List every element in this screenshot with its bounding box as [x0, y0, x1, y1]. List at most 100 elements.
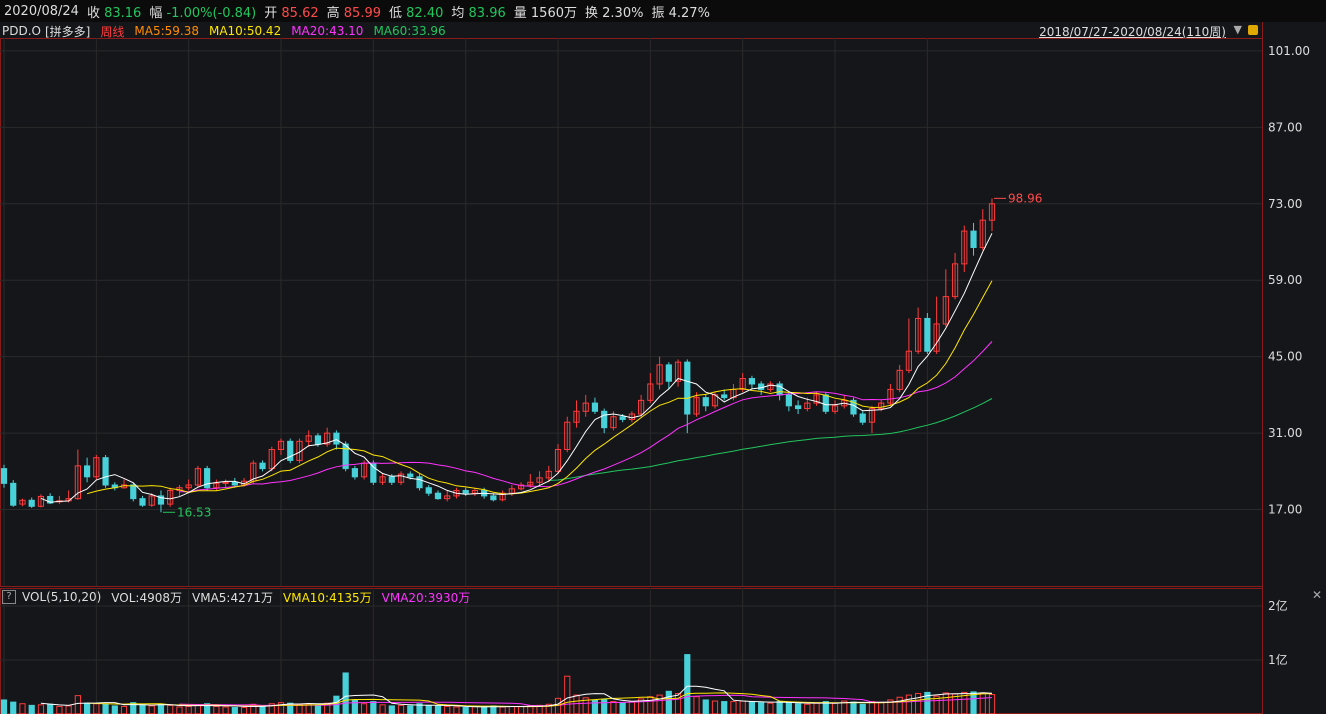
y-tick-label: 45.00	[1268, 350, 1302, 364]
volume-bar	[10, 701, 17, 714]
candle-body	[767, 383, 774, 390]
candle-body	[702, 397, 709, 407]
candle-body	[74, 465, 81, 500]
symbol-label[interactable]: PDD.O	[2, 24, 41, 38]
avg-stat: 均 83.96	[451, 5, 506, 21]
candle-body	[84, 465, 91, 478]
range-dropdown-icon[interactable]: ▼	[1233, 23, 1242, 36]
candle-body	[591, 402, 599, 412]
candle-body	[370, 462, 377, 483]
volume-bar	[425, 704, 432, 714]
max-price-label: 98.96	[1008, 191, 1042, 205]
volume-bar	[287, 702, 294, 714]
candle-body	[674, 361, 682, 382]
volume-bar	[351, 700, 358, 714]
volume-bar	[619, 702, 626, 714]
ma60-legend: MA60:33.96	[373, 24, 446, 38]
candle-body	[970, 230, 977, 248]
help-icon[interactable]: ?	[2, 590, 16, 604]
candle-body	[758, 383, 765, 390]
candle-body	[314, 435, 322, 445]
candle-body	[425, 487, 432, 494]
candle-body	[610, 416, 617, 429]
candle-body	[28, 499, 35, 507]
candle-body	[656, 364, 663, 385]
close-icon[interactable]: ✕	[1311, 588, 1322, 602]
volume-bar	[102, 703, 109, 714]
candle-body	[10, 482, 17, 506]
volume-bar	[139, 704, 146, 714]
volume-bar	[250, 703, 257, 714]
volume-bar	[601, 698, 608, 714]
volume-bar	[481, 706, 488, 714]
candle-body	[397, 473, 405, 483]
candle-body	[961, 230, 968, 265]
candle-body	[887, 388, 894, 404]
volume-bar	[776, 701, 783, 714]
amplitude-stat: 振 4.27%	[651, 5, 710, 21]
volume-bar	[767, 702, 774, 714]
volume-bar	[434, 705, 442, 714]
volume-bar	[684, 654, 691, 714]
y-tick-label: 73.00	[1268, 197, 1302, 211]
volume-bar	[314, 704, 322, 714]
candle-body	[942, 296, 949, 325]
candle-body	[665, 364, 672, 382]
candle-body	[130, 484, 137, 500]
candle-body	[416, 476, 423, 489]
candle-body	[988, 203, 996, 221]
candle-body	[194, 468, 202, 486]
volume-bar	[379, 704, 386, 714]
quote-info-bar: 2020/08/24 收 83.16 幅 -1.00%(-0.84) 开 85.…	[0, 0, 1326, 22]
candle-body	[222, 481, 229, 484]
candle-body	[693, 397, 700, 415]
volume-bar	[785, 702, 792, 714]
volume-bar	[370, 701, 377, 714]
candle-body	[333, 432, 340, 445]
candle-body	[434, 492, 442, 500]
candle-body	[822, 394, 829, 412]
candle-body	[748, 378, 756, 385]
candle-body	[379, 476, 386, 483]
lock-icon[interactable]	[1248, 25, 1258, 35]
vma20-legend: VMA20:3930万	[381, 590, 471, 605]
candle-body	[268, 449, 275, 470]
close-stat: 收 83.16	[86, 5, 142, 21]
candle-body	[813, 394, 820, 404]
volume-bar	[84, 702, 91, 714]
candle-body	[831, 405, 839, 412]
kline-chart[interactable]: 101.00 87.00 73.00 59.00 45.00 31.00 17.00 2亿 1亿…	[0, 22, 1326, 714]
volume-bar	[610, 701, 617, 714]
volume-bar	[148, 705, 155, 714]
volume-bar	[74, 695, 81, 714]
volume-bar	[850, 701, 857, 714]
volume-bar	[721, 701, 728, 714]
candle-body	[37, 495, 45, 507]
candle-body	[157, 495, 165, 505]
volume-bar	[887, 699, 894, 714]
y-tick-label: 101.00	[1268, 44, 1310, 58]
volume-bar	[157, 703, 165, 714]
candle-body	[462, 489, 469, 494]
date-range-label[interactable]: 2018/07/27-2020/08/24(110周)	[1039, 25, 1226, 39]
candle-body	[979, 219, 986, 248]
vol-indicator-label[interactable]: VOL(5,10,20)	[22, 590, 102, 604]
vol-tick-label: 2亿	[1268, 598, 1288, 613]
candle-body	[148, 495, 155, 506]
candle-body	[231, 481, 238, 486]
candle-body	[185, 484, 192, 489]
candle-body	[684, 361, 691, 415]
candle-body	[878, 402, 885, 410]
ma5-line	[40, 233, 993, 503]
volume-bar	[591, 700, 599, 714]
volume-bar	[28, 704, 35, 714]
volume-bar	[0, 699, 8, 714]
volume-bar	[794, 703, 802, 714]
y-tick-label: 31.00	[1268, 426, 1302, 440]
period-label[interactable]: 周线	[100, 24, 125, 39]
candle-body	[804, 402, 811, 410]
candle-body	[527, 481, 534, 486]
candle-body	[47, 495, 54, 504]
candle-body	[638, 399, 645, 415]
candle-body	[139, 498, 146, 506]
